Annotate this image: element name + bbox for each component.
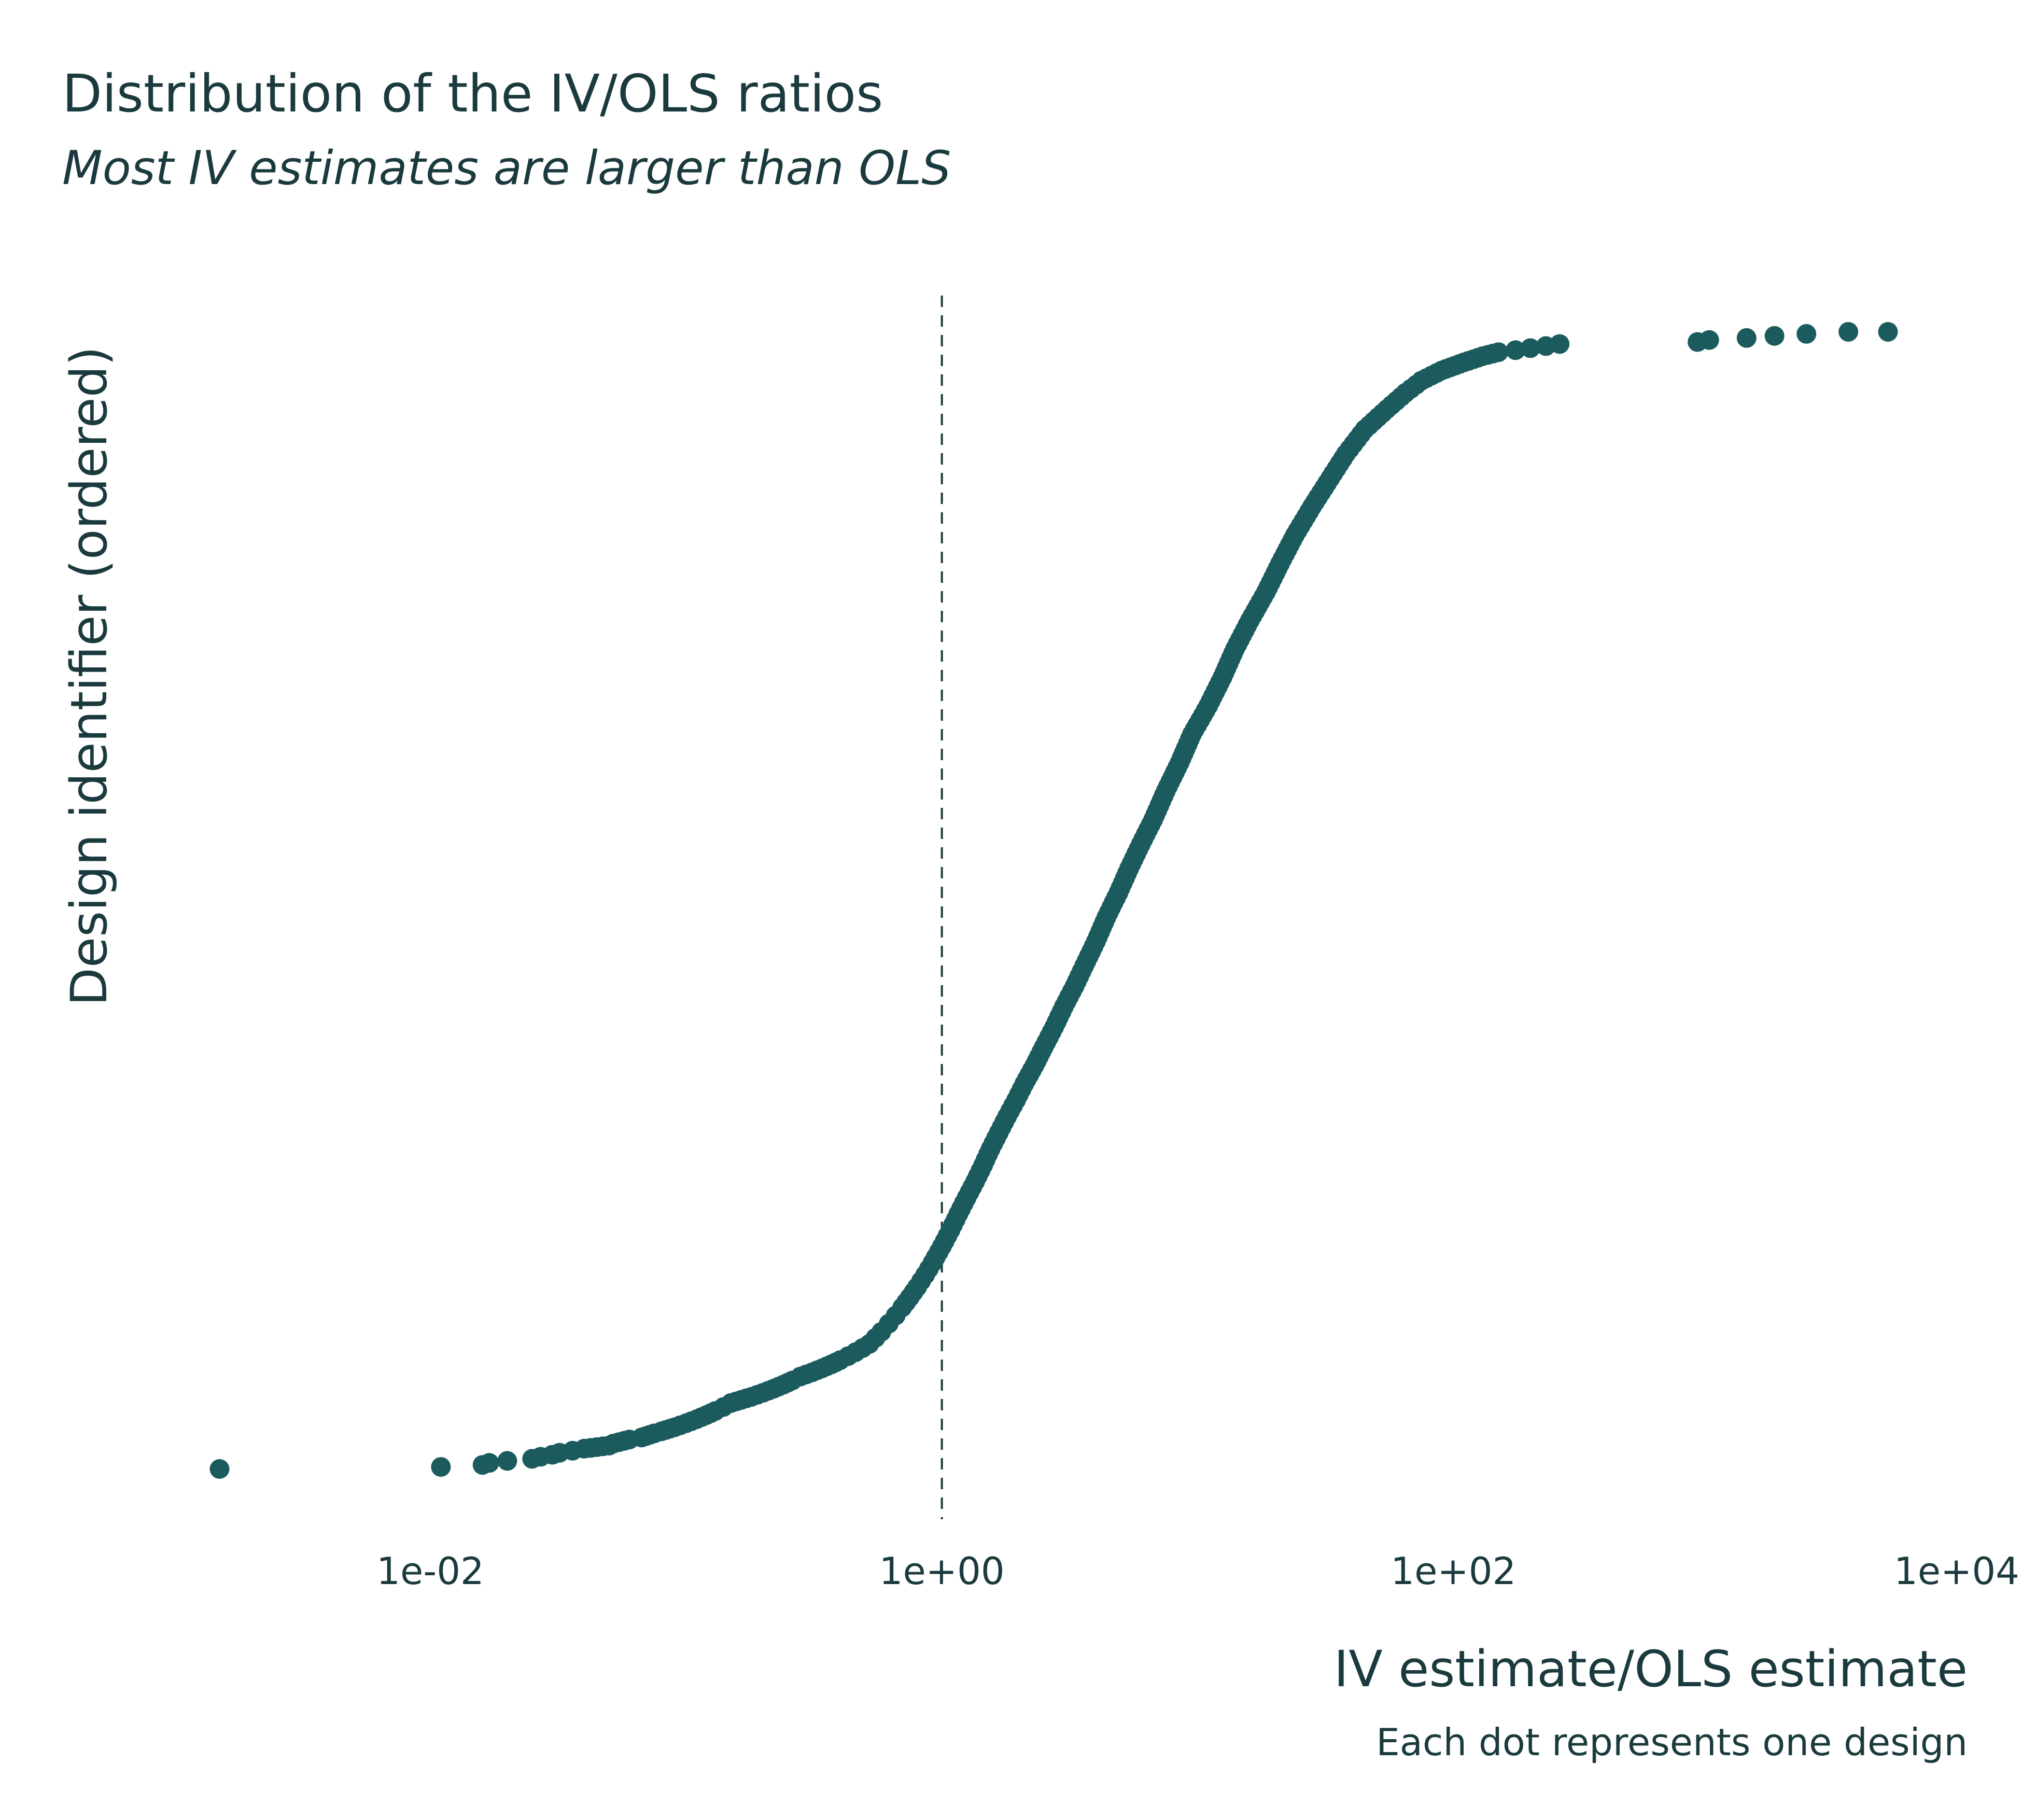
data-point: [209, 1459, 230, 1479]
y-axis-title: Design identifier (ordered): [60, 346, 118, 1006]
data-point: [1764, 326, 1785, 346]
x-tick-label: 1e+02: [1391, 1549, 1516, 1593]
data-point: [497, 1451, 517, 1471]
chart-title: Distribution of the IV/OLS ratios: [62, 63, 883, 124]
data-point: [431, 1457, 451, 1477]
chart-caption: Each dot represents one design: [1376, 1720, 1968, 1764]
x-tick-label: 1e+04: [1894, 1549, 2019, 1593]
data-point: [1796, 324, 1817, 344]
data-point: [1699, 330, 1719, 350]
chart-subtitle: Most IV estimates are larger than OLS: [62, 141, 951, 195]
x-axis-title: IV estimate/OLS estimate: [1334, 1640, 1968, 1698]
data-point: [1489, 342, 1509, 362]
data-point: [1838, 322, 1859, 342]
data-point: [1506, 340, 1526, 360]
x-tick-label: 1e+00: [879, 1549, 1005, 1593]
data-point: [1736, 328, 1757, 348]
data-point: [479, 1453, 499, 1473]
x-tick-label: 1e-02: [376, 1549, 484, 1593]
data-point: [1550, 334, 1570, 354]
data-point: [1520, 338, 1540, 358]
x-axis-ticks: 1e-02 1e+00 1e+02 1e+04: [376, 1549, 2019, 1593]
data-points-layer: [209, 322, 1898, 1479]
data-point: [1878, 322, 1898, 342]
